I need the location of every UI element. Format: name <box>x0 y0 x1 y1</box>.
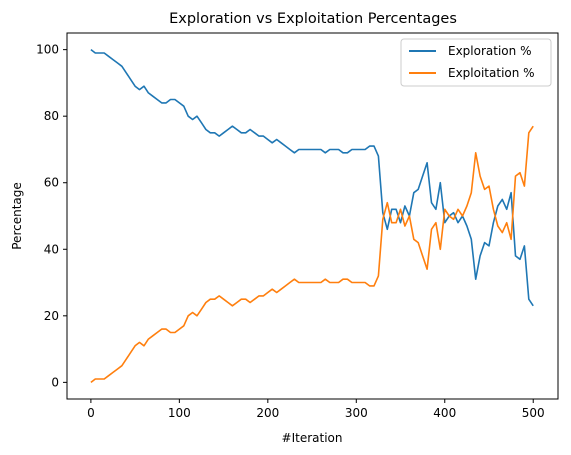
x-tick-label: 0 <box>87 406 95 420</box>
y-axis: 0 20 40 60 80 100 <box>36 43 67 389</box>
y-tick-label: 0 <box>51 375 59 389</box>
y-tick-label: 60 <box>44 176 59 190</box>
plot-frame <box>66 32 559 400</box>
x-axis-label: #Iteration <box>282 431 343 445</box>
series-line-exploitation <box>90 125 534 384</box>
x-tick-label: 400 <box>433 406 456 420</box>
x-axis: 0 100 200 300 400 500 <box>87 399 545 420</box>
x-tick-label: 200 <box>256 406 279 420</box>
y-tick-label: 40 <box>44 242 59 256</box>
x-tick-label: 100 <box>168 406 191 420</box>
x-tick-label: 300 <box>345 406 368 420</box>
y-axis-label: Percentage <box>10 182 24 250</box>
y-tick-label: 100 <box>36 43 59 57</box>
legend-label-exploitation: Exploitation % <box>448 66 535 80</box>
series-layer <box>90 48 534 384</box>
legend-box <box>400 38 552 87</box>
y-tick-label: 80 <box>44 109 59 123</box>
chart-title: Exploration vs Exploitation Percentages <box>169 11 457 27</box>
series-line-exploration <box>90 48 534 307</box>
x-tick-label: 500 <box>522 406 545 420</box>
y-tick-label: 20 <box>44 309 59 323</box>
legend: Exploration % Exploitation % <box>400 38 552 87</box>
legend-label-exploration: Exploration % <box>448 44 531 58</box>
